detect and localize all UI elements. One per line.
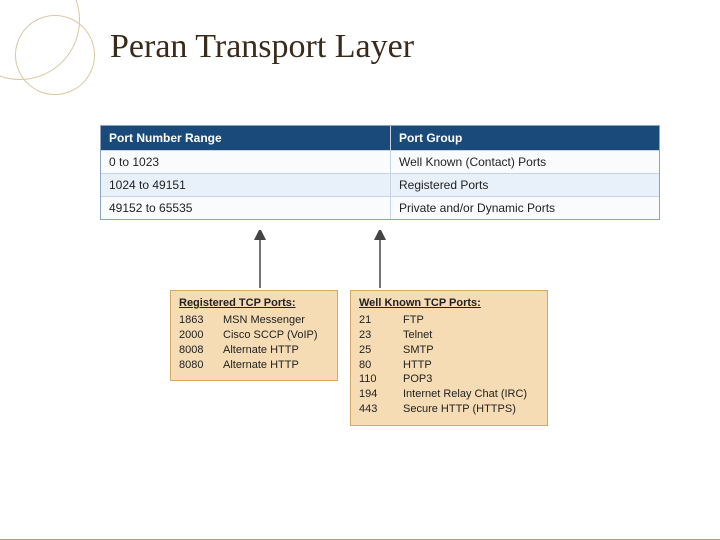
service-name: SMTP <box>403 343 539 358</box>
header-port-range: Port Number Range <box>101 126 391 150</box>
port-number: 8008 <box>179 343 213 358</box>
port-number: 21 <box>359 313 393 328</box>
table-row: 1024 to 49151 Registered Ports <box>101 173 659 196</box>
list-item: 2000 Cisco SCCP (VoIP) <box>179 328 329 343</box>
list-item: 110 POP3 <box>359 372 539 387</box>
table-row: 49152 to 65535 Private and/or Dynamic Po… <box>101 196 659 219</box>
arrows-svg <box>250 230 510 290</box>
list-item: 8008 Alternate HTTP <box>179 343 329 358</box>
port-number: 1863 <box>179 313 213 328</box>
list-item: 8080 Alternate HTTP <box>179 358 329 373</box>
port-number: 8080 <box>179 358 213 373</box>
list-item: 21 FTP <box>359 313 539 328</box>
port-number: 110 <box>359 372 393 387</box>
service-name: Alternate HTTP <box>223 358 329 373</box>
slide-decoration <box>0 0 100 100</box>
port-number: 23 <box>359 328 393 343</box>
table-row: 0 to 1023 Well Known (Contact) Ports <box>101 150 659 173</box>
service-name: MSN Messenger <box>223 313 329 328</box>
service-name: Alternate HTTP <box>223 343 329 358</box>
list-item: 443 Secure HTTP (HTTPS) <box>359 402 539 417</box>
port-number: 2000 <box>179 328 213 343</box>
cell-range: 49152 to 65535 <box>101 197 391 219</box>
list-item: 23 Telnet <box>359 328 539 343</box>
page-title: Peran Transport Layer <box>110 28 414 66</box>
service-name: Secure HTTP (HTTPS) <box>403 402 539 417</box>
port-number: 194 <box>359 387 393 402</box>
table-header: Port Number Range Port Group <box>101 126 659 150</box>
list-item: 80 HTTP <box>359 358 539 373</box>
service-name: FTP <box>403 313 539 328</box>
service-name: POP3 <box>403 372 539 387</box>
wellknown-box-title: Well Known TCP Ports: <box>359 297 539 309</box>
port-number: 80 <box>359 358 393 373</box>
service-name: Internet Relay Chat (IRC) <box>403 387 539 402</box>
service-name: HTTP <box>403 358 539 373</box>
cell-range: 1024 to 49151 <box>101 174 391 196</box>
cell-range: 0 to 1023 <box>101 151 391 173</box>
port-number: 443 <box>359 402 393 417</box>
service-name: Cisco SCCP (VoIP) <box>223 328 329 343</box>
list-item: 194 Internet Relay Chat (IRC) <box>359 387 539 402</box>
registered-box-title: Registered TCP Ports: <box>179 297 329 309</box>
cell-group: Registered Ports <box>391 174 659 196</box>
header-port-group: Port Group <box>391 126 659 150</box>
service-name: Telnet <box>403 328 539 343</box>
cell-group: Well Known (Contact) Ports <box>391 151 659 173</box>
port-number: 25 <box>359 343 393 358</box>
port-range-table: Port Number Range Port Group 0 to 1023 W… <box>100 125 660 220</box>
list-item: 1863 MSN Messenger <box>179 313 329 328</box>
registered-ports-box: Registered TCP Ports: 1863 MSN Messenger… <box>170 290 338 381</box>
wellknown-ports-box: Well Known TCP Ports: 21 FTP 23 Telnet 2… <box>350 290 548 426</box>
list-item: 25 SMTP <box>359 343 539 358</box>
cell-group: Private and/or Dynamic Ports <box>391 197 659 219</box>
